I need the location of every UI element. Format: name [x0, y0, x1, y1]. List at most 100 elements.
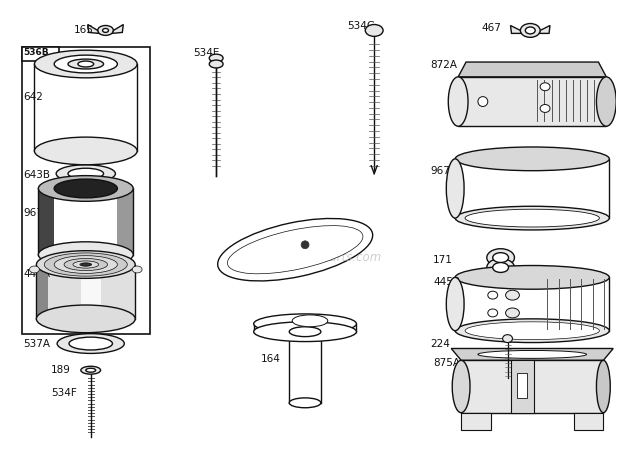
Text: 537A: 537A [24, 338, 51, 349]
Ellipse shape [503, 335, 513, 342]
Ellipse shape [455, 147, 609, 171]
Text: 445A: 445A [24, 270, 51, 280]
Ellipse shape [86, 368, 95, 372]
Text: 573A: 573A [229, 260, 256, 270]
Ellipse shape [54, 55, 117, 73]
Polygon shape [38, 188, 54, 255]
Polygon shape [290, 332, 321, 403]
Ellipse shape [455, 206, 609, 230]
Text: 445B: 445B [433, 277, 461, 287]
Ellipse shape [452, 360, 470, 413]
Polygon shape [461, 360, 603, 413]
Bar [518, 373, 527, 398]
Ellipse shape [493, 253, 508, 263]
Ellipse shape [365, 24, 383, 36]
Ellipse shape [505, 308, 520, 318]
Polygon shape [510, 25, 521, 34]
Ellipse shape [465, 322, 600, 340]
Text: 872A: 872A [430, 60, 458, 70]
Ellipse shape [301, 241, 309, 249]
Polygon shape [88, 24, 99, 34]
Text: 642: 642 [24, 92, 43, 101]
Ellipse shape [505, 290, 520, 300]
Ellipse shape [465, 209, 600, 227]
Text: 171: 171 [433, 255, 453, 265]
Polygon shape [455, 159, 609, 218]
Ellipse shape [38, 176, 133, 201]
Ellipse shape [478, 96, 488, 106]
Bar [574, 413, 603, 430]
Bar [22, 47, 59, 61]
Polygon shape [38, 188, 133, 255]
Polygon shape [254, 324, 356, 332]
Ellipse shape [97, 25, 113, 35]
Ellipse shape [540, 105, 550, 112]
Ellipse shape [455, 319, 609, 342]
Ellipse shape [455, 265, 609, 289]
Polygon shape [37, 265, 135, 319]
Text: 164: 164 [260, 354, 280, 364]
Ellipse shape [254, 314, 356, 334]
Ellipse shape [37, 251, 135, 278]
Ellipse shape [68, 168, 104, 179]
Polygon shape [458, 77, 606, 126]
Ellipse shape [38, 242, 133, 267]
Ellipse shape [596, 360, 610, 413]
Ellipse shape [290, 398, 321, 408]
Ellipse shape [520, 24, 540, 37]
Polygon shape [510, 360, 534, 413]
Ellipse shape [493, 263, 508, 272]
Text: 534F: 534F [51, 388, 77, 398]
Text: 189: 189 [51, 365, 71, 375]
Text: 967: 967 [24, 208, 43, 218]
Polygon shape [451, 348, 613, 360]
Polygon shape [117, 188, 133, 255]
Ellipse shape [54, 255, 117, 273]
Ellipse shape [35, 137, 137, 165]
Ellipse shape [218, 218, 373, 281]
Ellipse shape [488, 309, 498, 317]
Text: 875A: 875A [433, 358, 461, 368]
Ellipse shape [228, 226, 363, 274]
Bar [22, 47, 150, 334]
Text: 467: 467 [482, 23, 502, 33]
Ellipse shape [488, 291, 498, 299]
Polygon shape [455, 277, 609, 331]
Polygon shape [494, 258, 508, 267]
Ellipse shape [81, 263, 91, 266]
Ellipse shape [68, 59, 104, 69]
Ellipse shape [64, 259, 107, 270]
Ellipse shape [210, 60, 223, 68]
Ellipse shape [525, 27, 535, 34]
Ellipse shape [254, 322, 356, 342]
Ellipse shape [102, 29, 108, 33]
Polygon shape [539, 25, 550, 34]
Text: 643B: 643B [24, 170, 51, 180]
Ellipse shape [54, 179, 117, 198]
Ellipse shape [478, 351, 587, 358]
Ellipse shape [540, 83, 550, 91]
Ellipse shape [80, 263, 92, 266]
Ellipse shape [446, 159, 464, 218]
Ellipse shape [132, 266, 142, 273]
Text: 967A: 967A [430, 166, 458, 176]
Ellipse shape [487, 259, 515, 276]
Text: 536B: 536B [24, 48, 49, 57]
Ellipse shape [487, 249, 515, 266]
Bar [461, 413, 491, 430]
Ellipse shape [57, 334, 124, 353]
Text: eReplacementParts.com: eReplacementParts.com [238, 251, 382, 264]
Ellipse shape [596, 77, 616, 126]
Ellipse shape [35, 50, 137, 78]
Ellipse shape [73, 261, 99, 268]
Text: 165: 165 [74, 24, 94, 34]
Ellipse shape [30, 266, 39, 273]
Bar [210, 58, 223, 64]
Ellipse shape [69, 337, 112, 350]
Ellipse shape [290, 327, 321, 337]
Polygon shape [81, 265, 100, 319]
Polygon shape [35, 64, 137, 151]
Ellipse shape [446, 277, 464, 331]
Ellipse shape [78, 61, 94, 67]
Ellipse shape [81, 366, 100, 374]
